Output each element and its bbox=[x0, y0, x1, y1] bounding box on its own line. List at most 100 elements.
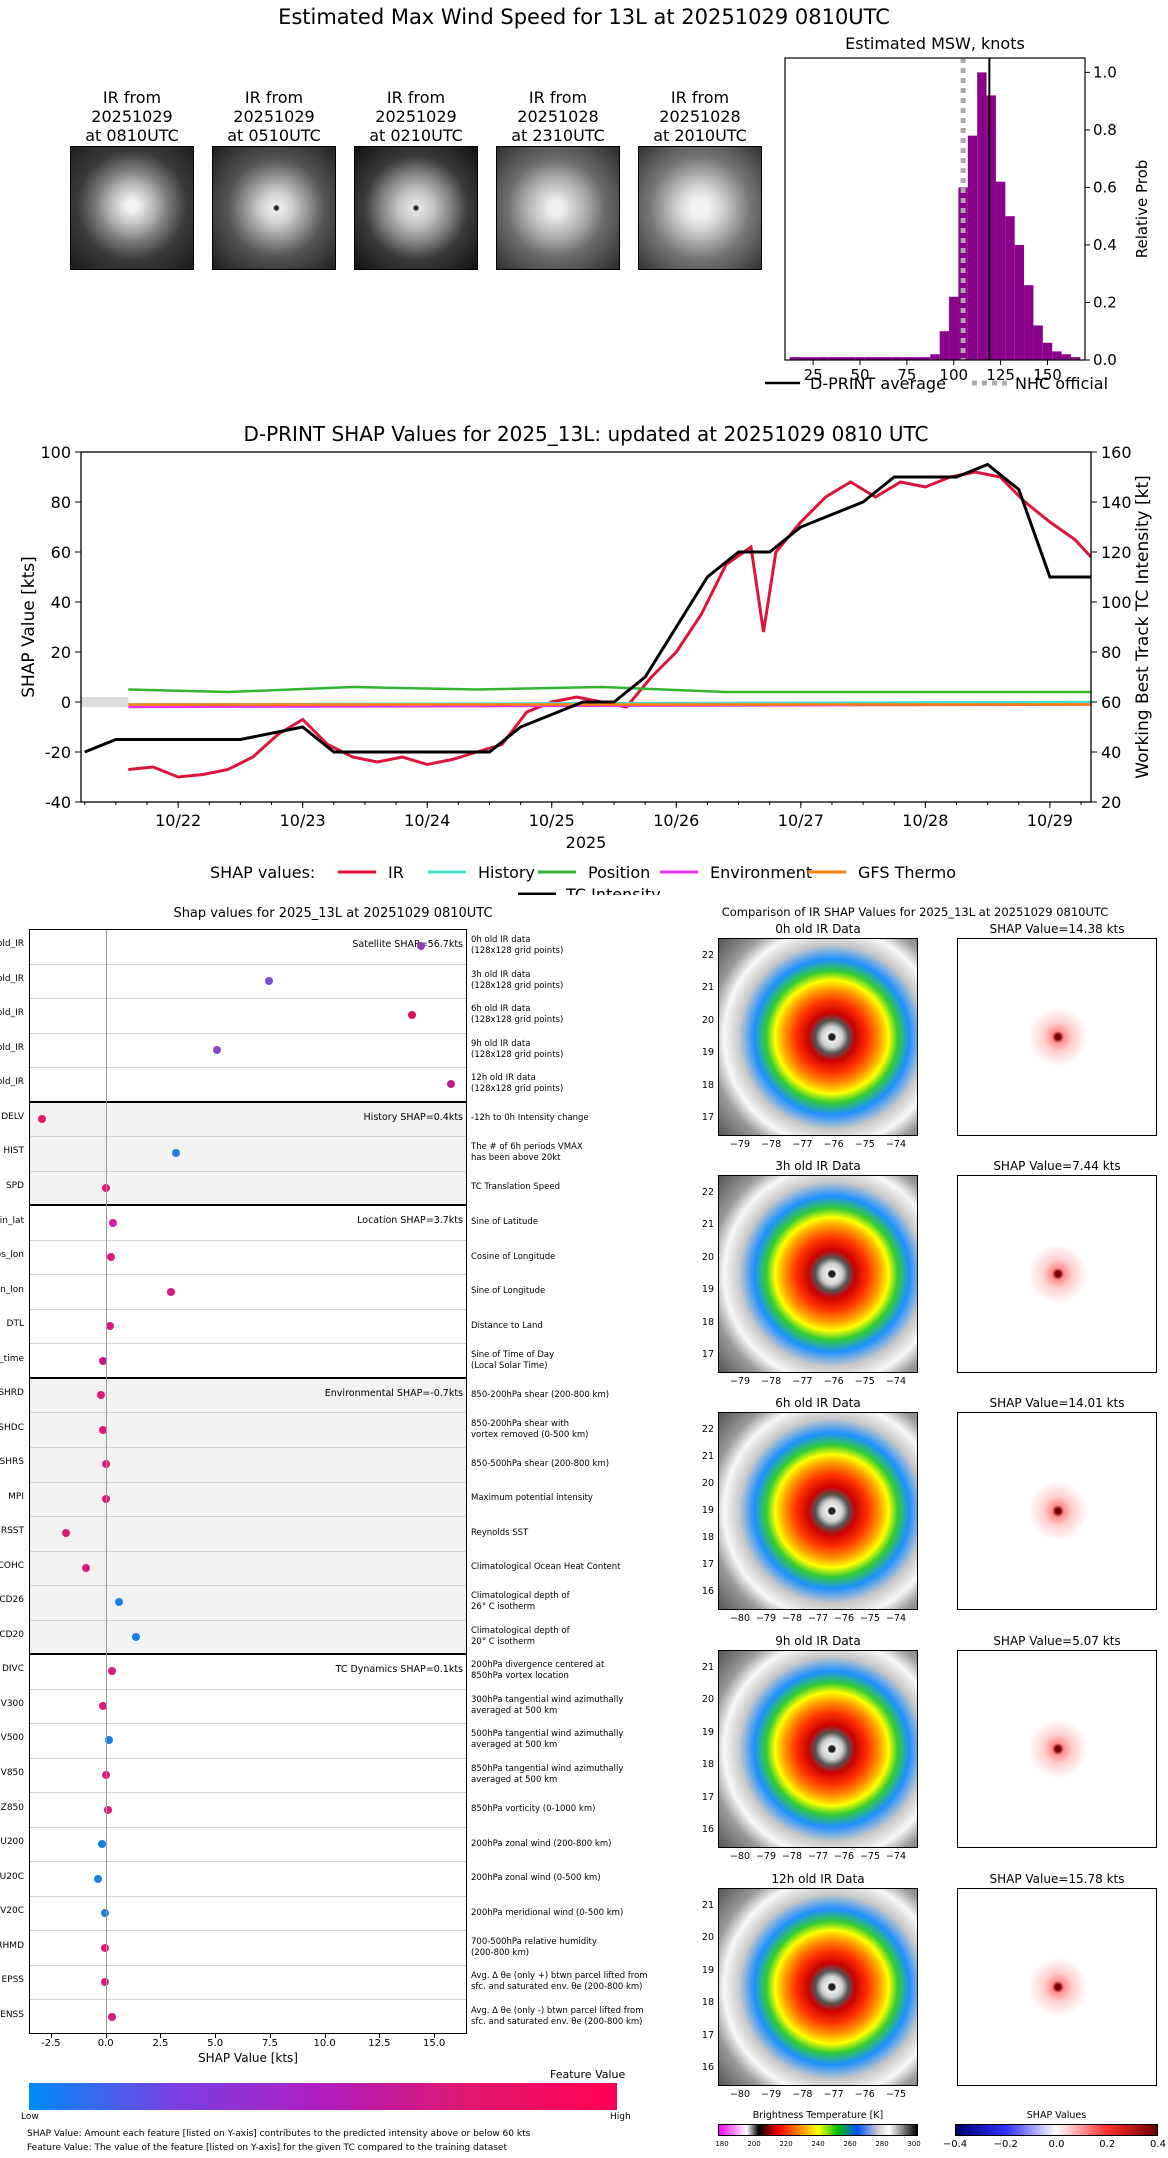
sv-tick-label: −0.2 bbox=[993, 2139, 1018, 2150]
ir-thumbnail-image bbox=[496, 146, 620, 270]
legend-label-intensity: TC Intensity bbox=[565, 885, 661, 895]
series-line-position bbox=[128, 685, 1091, 694]
feature-description: -12h to 0h Intensity change bbox=[471, 1113, 589, 1124]
high-label: High bbox=[610, 2112, 631, 2122]
y-tick-label: -20 bbox=[45, 743, 71, 762]
feature-dot bbox=[408, 1011, 417, 1020]
feature-name: U20C bbox=[0, 1871, 24, 1882]
y2-tick-label: 20 bbox=[1101, 793, 1121, 812]
thumb-caption: IR from 20251029 at 0210UTC bbox=[369, 88, 463, 145]
histogram-bar bbox=[1033, 325, 1043, 360]
feature-name: sin_lon bbox=[0, 1284, 24, 1295]
ir-y-tick-label: 17 bbox=[701, 1112, 714, 1123]
x-tick bbox=[160, 2034, 162, 2038]
legend-label: Position bbox=[588, 863, 650, 882]
feature-name: RSST bbox=[0, 1526, 24, 1537]
feature-dot bbox=[99, 1356, 108, 1365]
ir-x-tick-label: −74 bbox=[885, 1613, 907, 1624]
x-tick-label: 10/24 bbox=[404, 811, 450, 830]
ir-x-tick-label: −75 bbox=[854, 1376, 875, 1387]
ir-y-tick-label: 16 bbox=[701, 1824, 714, 1835]
group-label: Satellite SHAP=56.7kts bbox=[352, 939, 463, 950]
y-tick-label: 0.6 bbox=[1093, 178, 1117, 196]
histogram-bar bbox=[789, 357, 800, 360]
feature-description: 500hPa tangential wind azimuthally avera… bbox=[471, 1729, 624, 1751]
x-tick-label: 25 bbox=[804, 366, 823, 384]
feature-description: 300hPa tangential wind azimuthally avera… bbox=[471, 1694, 624, 1716]
ir-x-tick-label: −75 bbox=[859, 1613, 881, 1624]
row-divider bbox=[29, 1067, 467, 1069]
x-tick-label: 50 bbox=[850, 366, 869, 384]
ir-brightness-map bbox=[718, 1650, 918, 1848]
ir-x-tick-label: −79 bbox=[761, 2089, 782, 2100]
feature-dot bbox=[171, 1149, 180, 1158]
feature-dot bbox=[108, 2012, 117, 2021]
histogram-bar bbox=[930, 354, 940, 360]
ir-y-tick-label: 19 bbox=[701, 1505, 714, 1516]
sv-tick-label: 0.0 bbox=[1048, 2139, 1065, 2150]
bt-tick-label: 280 bbox=[875, 2140, 889, 2148]
histogram-bar bbox=[827, 357, 837, 360]
feature-description: 200hPa zonal wind (200-800 km) bbox=[471, 1838, 612, 1849]
histogram-bar bbox=[1052, 351, 1062, 360]
feature-dot bbox=[104, 1736, 113, 1745]
ir-x-tick-label: −76 bbox=[823, 1139, 844, 1150]
y-tick-label: 60 bbox=[51, 543, 71, 562]
ir-y-tick-label: 17 bbox=[701, 1349, 714, 1360]
histogram-bar bbox=[1024, 285, 1034, 360]
shap-hotspot bbox=[1028, 1244, 1088, 1304]
feature-description: 850-500hPa shear (200-800 km) bbox=[471, 1458, 610, 1469]
row-divider bbox=[29, 1861, 467, 1863]
row-divider bbox=[29, 998, 467, 1000]
ir-brightness-map bbox=[718, 1412, 918, 1610]
feature-name: 9h_old_IR bbox=[0, 1042, 24, 1053]
feature-name: U200 bbox=[0, 1837, 24, 1848]
thumb-caption: IR from 20251028 at 2310UTC bbox=[511, 88, 605, 145]
ir-x-tick-label: −74 bbox=[885, 1139, 907, 1150]
group-label: History SHAP=0.4kts bbox=[363, 1111, 463, 1123]
shap-hotspot bbox=[1028, 1957, 1088, 2017]
timeseries-y2label: Working Best Track TC Intensity [kt] bbox=[1133, 475, 1153, 779]
row-divider bbox=[29, 1585, 467, 1587]
histogram-bar bbox=[1014, 244, 1025, 360]
shap-map-title: SHAP Value=15.78 kts bbox=[989, 1872, 1125, 1886]
ir-y-tick-label: 17 bbox=[701, 2029, 714, 2041]
ir-x-tick-label: −78 bbox=[781, 1613, 803, 1624]
feature-dot bbox=[62, 1529, 71, 1538]
y2-tick-label: 40 bbox=[1101, 743, 1121, 762]
ir-x-tick-label: −77 bbox=[807, 1851, 829, 1862]
legend-label: History bbox=[478, 863, 535, 882]
feature-description: Climatological depth of 26° C isotherm bbox=[471, 1591, 570, 1613]
row-divider bbox=[29, 1516, 467, 1518]
row-divider bbox=[29, 1239, 467, 1241]
feature-description: 200hPa meridional wind (0-500 km) bbox=[471, 1907, 624, 1918]
x-tick bbox=[434, 2034, 436, 2038]
ir-y-tick-label: 21 bbox=[701, 982, 714, 994]
ir-x-tick-label: −76 bbox=[854, 2089, 875, 2100]
x-tick bbox=[379, 2034, 381, 2038]
ir-data-title: 3h old IR Data bbox=[775, 1159, 861, 1173]
histogram-bar bbox=[920, 357, 931, 360]
feature-dot bbox=[97, 1391, 106, 1400]
legend-label: GFS Thermo bbox=[858, 863, 956, 882]
ir-y-tick-label: 20 bbox=[701, 1014, 714, 1026]
y-tick-label: 0.8 bbox=[1093, 121, 1117, 139]
y-tick-label: 20 bbox=[51, 643, 71, 662]
row-divider bbox=[29, 1723, 467, 1725]
feature-description: Distance to Land bbox=[471, 1320, 543, 1331]
histogram-bar bbox=[1061, 354, 1071, 360]
feature-description: Sine of Time of Day (Local Solar Time) bbox=[471, 1349, 555, 1371]
bt-tick-label: 300 bbox=[907, 2140, 921, 2148]
feature-name: 12h_old_IR bbox=[0, 1077, 24, 1088]
ir-y-tick-label: 20 bbox=[701, 1694, 714, 1706]
ir-x-tick-label: −75 bbox=[854, 1139, 875, 1150]
legend-title: SHAP values: bbox=[210, 863, 315, 882]
ir-x-tick-label: −78 bbox=[781, 1851, 803, 1862]
ir-y-tick-label: 22 bbox=[701, 1424, 714, 1435]
row-divider bbox=[29, 1170, 467, 1172]
x-tick bbox=[215, 2034, 217, 2038]
ir-x-tick-label: −79 bbox=[729, 1376, 751, 1387]
feature-description: 0h old IR data (128x128 grid points) bbox=[471, 935, 564, 957]
histogram-bar bbox=[977, 72, 987, 360]
x-tick-label: 10/27 bbox=[778, 811, 824, 830]
